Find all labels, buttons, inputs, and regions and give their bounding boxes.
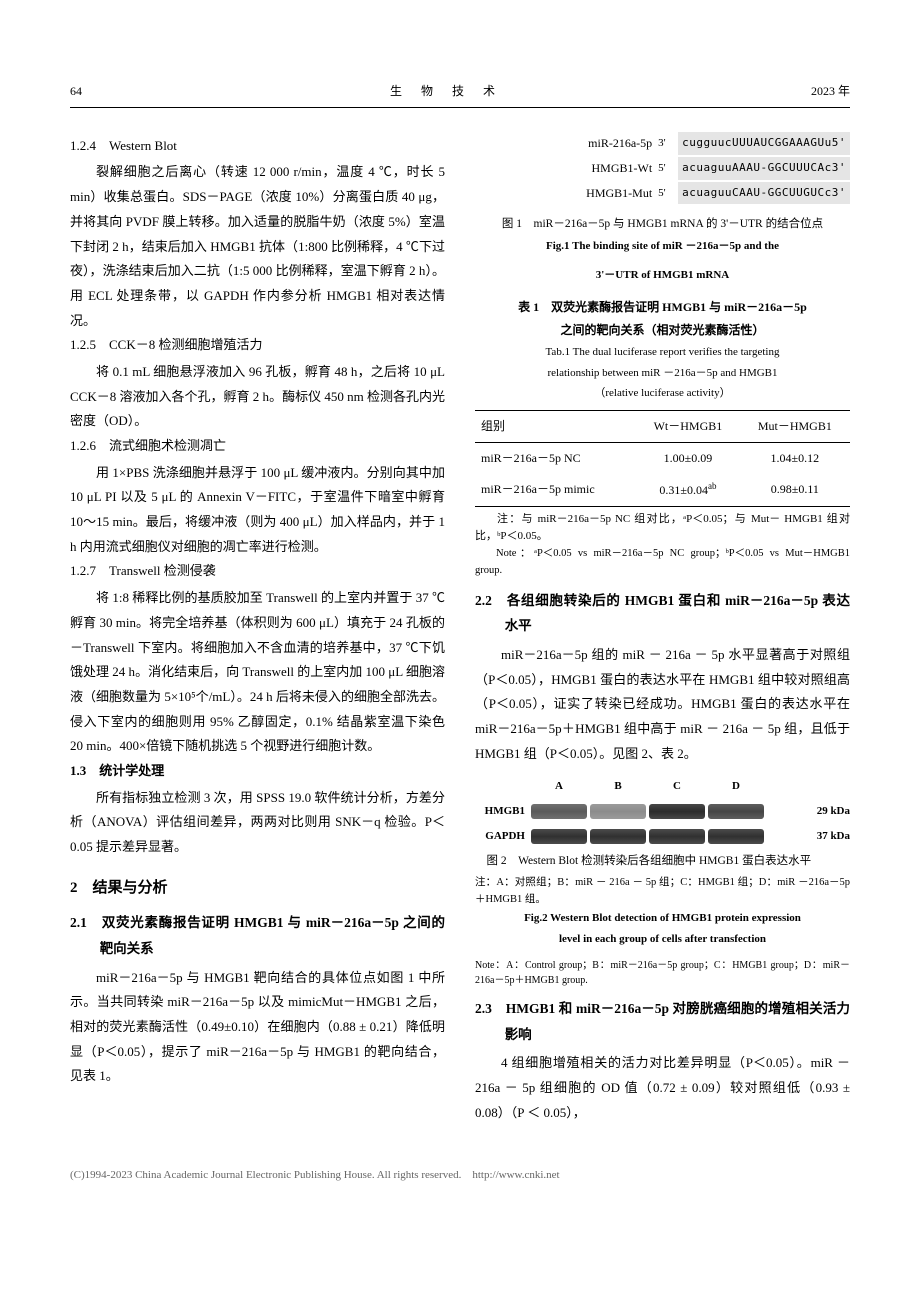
- page-number: 64: [70, 80, 82, 103]
- section-2-3-body: 4 组细胞增殖相关的活力对比差异明显（P＜0.05）。miR － 216a － …: [475, 1051, 850, 1125]
- wb-protein-label: GAPDH: [475, 826, 525, 847]
- table1-title-cn-2: 之间的靶向关系（相对荧光素酶活性）: [475, 319, 850, 342]
- section-2-1-body: miR－216a－5p 与 HMGB1 靶向结合的具体位点如图 1 中所示。当共…: [70, 966, 445, 1089]
- wb-band: [531, 829, 587, 844]
- section-1-2-4-title: 1.2.4 Western Blot: [70, 134, 445, 159]
- wb-band-row: GAPDH 37 kDa: [475, 826, 850, 847]
- table-row: miR－216a－5p mimic0.31±0.04ab0.98±0.11: [475, 474, 850, 506]
- section-1-3-title: 1.3 统计学处理: [70, 759, 445, 784]
- table1-note-en: Note：ᵃP＜0.05 vs miR－216a－5p NC group；ᵇP＜…: [475, 546, 850, 580]
- table-cell: miR－216a－5p NC: [475, 443, 636, 474]
- wb-lanes: [531, 804, 807, 819]
- table-cell: 0.98±0.11: [740, 474, 850, 506]
- table-cell: 1.00±0.09: [636, 443, 739, 474]
- wb-kda-label: 29 kDa: [817, 801, 850, 822]
- seq-end: 3': [658, 133, 672, 154]
- section-1-2-5-title: 1.2.5 CCK－8 检测细胞增殖活力: [70, 333, 445, 358]
- wb-band: [708, 804, 764, 819]
- table1: 组别Wt－HMGB1Mut－HMGB1 miR－216a－5p NC1.00±0…: [475, 410, 850, 506]
- fig2-note-cn: 注：A：对照组；B：miR － 216a － 5p 组；C：HMGB1 组；D：…: [475, 875, 850, 909]
- wb-lanes: [531, 829, 807, 844]
- journal-name: 生 物 技 术: [390, 80, 503, 103]
- table-header: Wt－HMGB1: [636, 411, 739, 443]
- seq-text: cugguucUUUAUCGGAAAGUu5': [678, 132, 850, 155]
- table-cell: miR－216a－5p mimic: [475, 474, 636, 506]
- two-column-layout: 1.2.4 Western Blot 裂解细胞之后离心（转速 12 000 r/…: [70, 128, 850, 1126]
- page-footer: (C)1994-2023 China Academic Journal Elec…: [70, 1165, 850, 1186]
- table1-title-cn-1: 表 1 双荧光素酶报告证明 HMGB1 与 miR－216a－5p: [475, 296, 850, 319]
- section-1-2-5-body: 将 0.1 mL 细胞悬浮液加入 96 孔板，孵育 48 h，之后将 10 μL…: [70, 360, 445, 434]
- table1-title-en-2: relationship between miR －216a－5p and HM…: [475, 363, 850, 384]
- table-row: miR－216a－5p NC1.00±0.091.04±0.12: [475, 443, 850, 474]
- left-column: 1.2.4 Western Blot 裂解细胞之后离心（转速 12 000 r/…: [70, 128, 445, 1126]
- table1-title-en-1: Tab.1 The dual luciferase report verifie…: [475, 342, 850, 363]
- fig1-caption-en-1: Fig.1 The binding site of miR －216a－5p a…: [475, 236, 850, 257]
- section-1-2-6-title: 1.2.6 流式细胞术检测凋亡: [70, 434, 445, 459]
- table1-title-en-3: （relative luciferase activity）: [475, 383, 850, 404]
- section-2-3-title: 2.3 HMGB1 和 miR－216a－5p 对膀胱癌细胞的增殖相关活力影响: [475, 996, 850, 1047]
- sequence-row: miR-216a-5p 3' cugguucUUUAUCGGAAAGUu5': [475, 132, 850, 155]
- wb-band: [708, 829, 764, 844]
- sequence-row: HMGB1-Wt 5' acuaguuAAAU-GGCUUUCAc3': [475, 157, 850, 180]
- seq-end: 5': [658, 183, 672, 204]
- wb-band: [590, 804, 646, 819]
- fig1-caption-en-2: 3'－UTR of HMGB1 mRNA: [475, 265, 850, 286]
- wb-band: [649, 829, 705, 844]
- sequence-alignment: miR-216a-5p3'cugguucUUUAUCGGAAAGUu5'HMGB…: [475, 132, 850, 205]
- sequence-row: HMGB1-Mut 5' acuaguuCAAU-GGCUUGUCc3': [475, 182, 850, 205]
- wb-lane-label: D: [708, 776, 764, 797]
- section-1-2-4-body: 裂解细胞之后离心（转速 12 000 r/min，温度 4 ℃，时长 5 min…: [70, 160, 445, 333]
- wb-lane-label: B: [590, 776, 646, 797]
- seq-text: acuaguuAAAU-GGCUUUCAc3': [678, 157, 850, 180]
- fig2-caption-cn: 图 2 Western Blot 检测转染后各组细胞中 HMGB1 蛋白表达水平: [475, 851, 850, 873]
- table-cell: 1.04±0.12: [740, 443, 850, 474]
- section-2-title: 2 结果与分析: [70, 874, 445, 903]
- table-cell: 0.31±0.04ab: [636, 474, 739, 506]
- seq-end: 5': [658, 158, 672, 179]
- wb-band-row: HMGB1 29 kDa: [475, 801, 850, 822]
- page-header: 64 生 物 技 术 2023 年: [70, 80, 850, 108]
- table-header: Mut－HMGB1: [740, 411, 850, 443]
- seq-text: acuaguuCAAU-GGCUUGUCc3': [678, 182, 850, 205]
- fig2-caption-en-1: Fig.2 Western Blot detection of HMGB1 pr…: [475, 908, 850, 929]
- seq-label: miR-216a-5p: [557, 132, 652, 155]
- seq-label: HMGB1-Wt: [557, 157, 652, 180]
- year: 2023 年: [811, 80, 850, 103]
- wb-protein-label: HMGB1: [475, 801, 525, 822]
- wb-band: [531, 804, 587, 819]
- fig1-caption-cn: 图 1 miR－216a－5p 与 HMGB1 mRNA 的 3'－UTR 的结…: [475, 214, 850, 236]
- section-2-1-title: 2.1 双荧光素酶报告证明 HMGB1 与 miR－216a－5p 之间的靶向关…: [70, 910, 445, 961]
- fig2-note-en: Note：A：Control group；B：miR－216a－5p group…: [475, 958, 850, 988]
- section-2-2-title: 2.2 各组细胞转染后的 HMGB1 蛋白和 miR－216a－5p 表达水平: [475, 588, 850, 639]
- wb-band: [649, 804, 705, 819]
- wb-lane-label: C: [649, 776, 705, 797]
- wb-kda-label: 37 kDa: [817, 826, 850, 847]
- section-1-3-body: 所有指标独立检测 3 次，用 SPSS 19.0 软件统计分析，方差分析（ANO…: [70, 786, 445, 860]
- section-1-2-6-body: 用 1×PBS 洗涤细胞并悬浮于 100 μL 缓冲液内。分别向其中加 10 μ…: [70, 461, 445, 560]
- wb-band: [590, 829, 646, 844]
- western-blot-figure: ABCD HMGB1 29 kDa GAPDH 37 kDa: [475, 776, 850, 847]
- section-1-2-7-title: 1.2.7 Transwell 检测侵袭: [70, 559, 445, 584]
- section-2-2-body: miR－216a－5p 组的 miR － 216a － 5p 水平显著高于对照组…: [475, 643, 850, 766]
- section-1-2-7-body: 将 1:8 稀释比例的基质胶加至 Transwell 的上室内并置于 37 ℃孵…: [70, 586, 445, 759]
- wb-lane-label: A: [531, 776, 587, 797]
- right-column: miR-216a-5p3'cugguucUUUAUCGGAAAGUu5'HMGB…: [475, 128, 850, 1126]
- table-header: 组别: [475, 411, 636, 443]
- table1-note-cn: 注：与 miR－216a－5p NC 组对比，ᵃP＜0.05；与 Mut－ HM…: [475, 511, 850, 546]
- seq-label: HMGB1-Mut: [557, 182, 652, 205]
- fig2-caption-en-2: level in each group of cells after trans…: [475, 929, 850, 950]
